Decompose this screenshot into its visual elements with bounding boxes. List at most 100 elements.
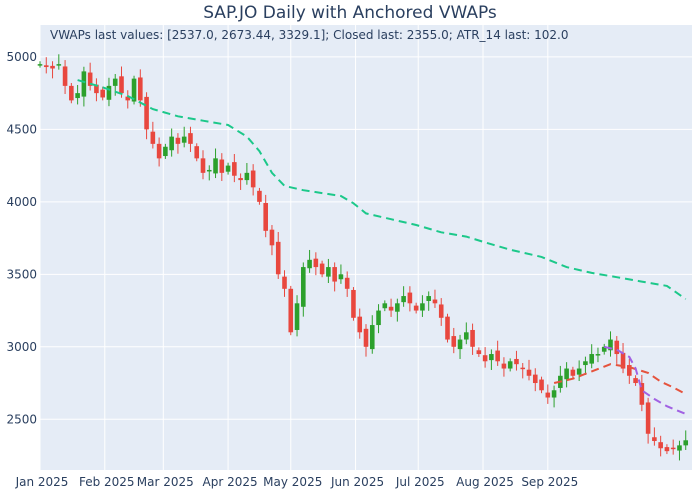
candle-body [476,350,482,355]
candle-body [357,316,363,333]
candle-body [564,368,569,380]
candle-body [457,339,463,350]
x-tick-label: Feb 2025 [79,475,135,489]
candle [150,121,156,149]
candle [181,126,187,148]
candle [294,295,300,337]
candle-body [683,440,689,446]
candle [200,150,206,180]
candle [332,262,337,292]
candle-body [232,162,237,176]
candle [50,61,55,79]
candle-body [470,329,475,347]
candle-body [376,310,381,326]
candle-body [294,303,300,330]
candle-body [344,277,350,289]
candle [564,362,569,388]
y-tick-label: 3500 [6,267,37,281]
candle-body [601,346,607,352]
candle-body [464,332,469,340]
x-tick-label: Sep 2025 [521,475,578,489]
x-tick-label: Aug 2025 [456,475,514,489]
candle-body [670,447,676,450]
candle-body [238,178,243,181]
candle-body [181,136,187,143]
candle [75,85,80,105]
y-tick-label: 2500 [6,412,37,426]
candle-body [169,136,174,151]
candle [275,231,281,279]
candle [69,82,74,104]
candle-body [175,137,181,144]
candle [395,298,400,322]
candle-body [282,276,287,289]
candle-body [664,447,670,452]
candle [138,69,143,107]
candle-body [194,146,200,159]
candle [677,440,682,461]
candle [589,344,594,369]
candle [482,347,488,368]
candle-body [163,146,168,157]
candle-body [131,78,137,102]
candle-body [551,390,557,398]
candle [432,289,438,308]
candle [338,264,344,284]
candle [194,143,200,162]
candle [326,258,331,284]
candle-body [426,296,431,301]
candle-body [420,303,425,311]
candle-body [119,76,124,94]
candle-body [627,365,632,376]
candle-body [250,170,256,188]
candle [438,298,444,326]
x-tick-label: May 2025 [263,475,322,489]
candle [576,360,582,381]
candle-body [583,361,588,366]
candle-body [482,355,488,362]
candle [357,308,363,339]
candle [169,128,174,157]
candle-body [438,304,444,318]
candle [457,334,463,359]
y-tick-label: 4000 [6,195,37,209]
candle [652,427,657,446]
candle-body [213,158,218,174]
candle [401,286,406,307]
candle [601,343,607,355]
candle-body [514,358,519,365]
candle-body [288,288,294,333]
candle [100,86,105,101]
candle [163,143,168,159]
candle [470,323,475,355]
candle [257,187,262,205]
x-tick-label: Apr 2025 [203,475,258,489]
candle [62,60,68,94]
y-tick-label: 5000 [6,50,37,64]
candle-body [652,437,657,442]
candle-body [388,306,394,311]
vwap-line [603,345,687,415]
candle [56,54,62,70]
candle [351,287,356,321]
candle-body [138,77,143,101]
candle [250,164,256,196]
candle [282,270,287,297]
candle-body [81,71,87,97]
candle [206,165,212,181]
candle-body [62,66,68,86]
candle [288,285,294,336]
y-tick-label: 3000 [6,340,37,354]
candle-body [589,354,594,364]
candle-body [87,72,93,86]
candle [87,62,93,91]
candle [520,363,526,379]
candle [670,439,676,455]
candle [37,61,43,68]
candle [156,137,162,167]
candle-body [539,379,544,391]
candle [507,358,513,372]
candle-body [263,203,268,231]
candle-body [363,328,369,347]
